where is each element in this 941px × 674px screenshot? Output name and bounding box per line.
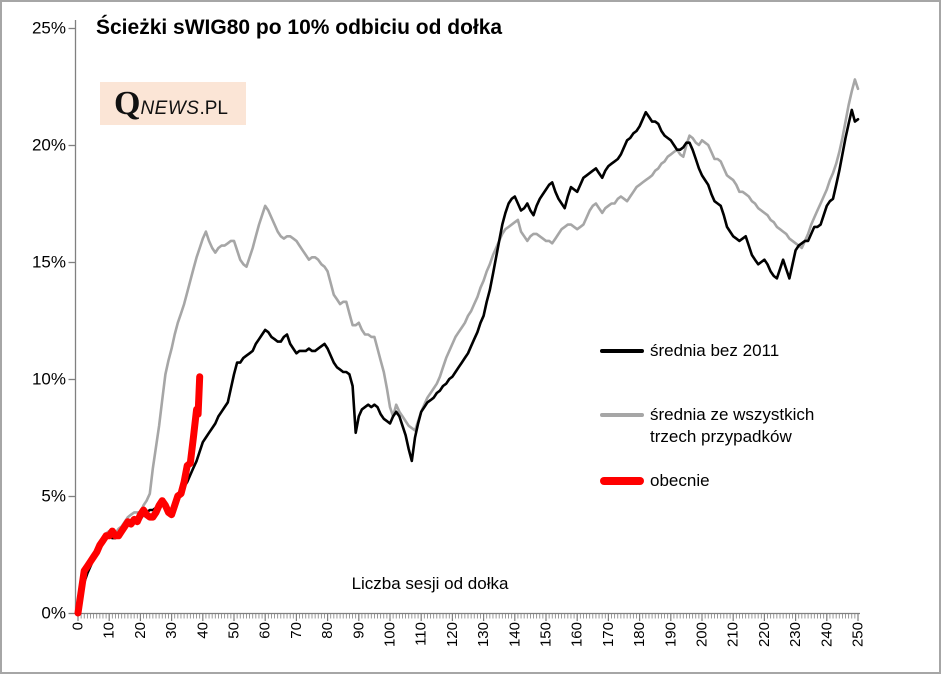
legend-label-1: średnia ze wszystkich trzech przypadków <box>650 405 815 446</box>
legend-label-0: średnia bez 2011 <box>650 341 780 360</box>
x-tick-label: 0 <box>70 622 87 630</box>
y-tick-label: 20% <box>32 136 66 155</box>
x-tick-label: 90 <box>350 622 367 639</box>
x-tick-label: 250 <box>850 622 867 647</box>
y-tick-label: 5% <box>41 487 66 506</box>
x-tick-label: 80 <box>319 622 336 639</box>
x-tick-label: 60 <box>257 622 274 639</box>
x-tick-label: 240 <box>818 622 835 647</box>
x-tick-label: 180 <box>631 622 648 647</box>
logo-pl-text: .PL <box>199 98 228 119</box>
legend-label-2: obecnie <box>650 471 710 490</box>
y-tick-label: 10% <box>32 370 66 389</box>
x-tick-label: 110 <box>413 622 430 646</box>
x-tick-label: 130 <box>475 622 492 647</box>
legend-item-0: średnia bez 2011 <box>600 340 900 362</box>
x-tick-label: 170 <box>600 622 617 647</box>
x-tick-label: 190 <box>662 622 679 647</box>
legend-item-1: średnia ze wszystkich trzech przypadków <box>600 404 900 448</box>
x-tick-label: 70 <box>288 622 305 639</box>
legend: średnia bez 2011 średnia ze wszystkich tr… <box>600 340 900 492</box>
series-line-1 <box>76 108 860 615</box>
x-tick-label: 150 <box>538 622 555 647</box>
y-tick-label: 25% <box>32 19 66 38</box>
logo-news-text: NEWS <box>140 98 200 119</box>
x-tick-label: 10 <box>101 622 118 639</box>
x-tick-label: 30 <box>163 622 180 639</box>
x-tick-label: 100 <box>382 622 399 647</box>
series-line-2 <box>74 373 204 617</box>
x-tick-label: 210 <box>725 622 742 647</box>
legend-swatch-0 <box>600 349 644 353</box>
y-tick-label: 15% <box>32 253 66 272</box>
x-tick-label: 220 <box>756 622 773 647</box>
chart-title: Ścieżki sWIG80 po 10% odbiciu od dołka <box>96 16 503 39</box>
x-tick-label: 40 <box>194 622 211 639</box>
x-tick-label: 20 <box>132 622 149 639</box>
x-tick-label: 160 <box>569 622 586 647</box>
x-tick-label: 50 <box>226 622 243 639</box>
x-tick-label: 120 <box>444 622 461 647</box>
legend-item-2: obecnie <box>600 470 900 492</box>
x-tick-label: 140 <box>506 622 523 647</box>
qnews-logo: Q NEWS .PL <box>100 82 246 125</box>
x-tick-label: 230 <box>787 622 804 647</box>
x-tick-label: 200 <box>694 622 711 647</box>
legend-swatch-2 <box>600 477 644 485</box>
y-tick-label: 0% <box>41 604 66 623</box>
x-axis-title: Liczba sesji od dołka <box>351 574 509 593</box>
logo-q-letter: Q <box>114 85 141 122</box>
series-line-0 <box>76 78 860 615</box>
legend-swatch-1 <box>600 413 644 417</box>
